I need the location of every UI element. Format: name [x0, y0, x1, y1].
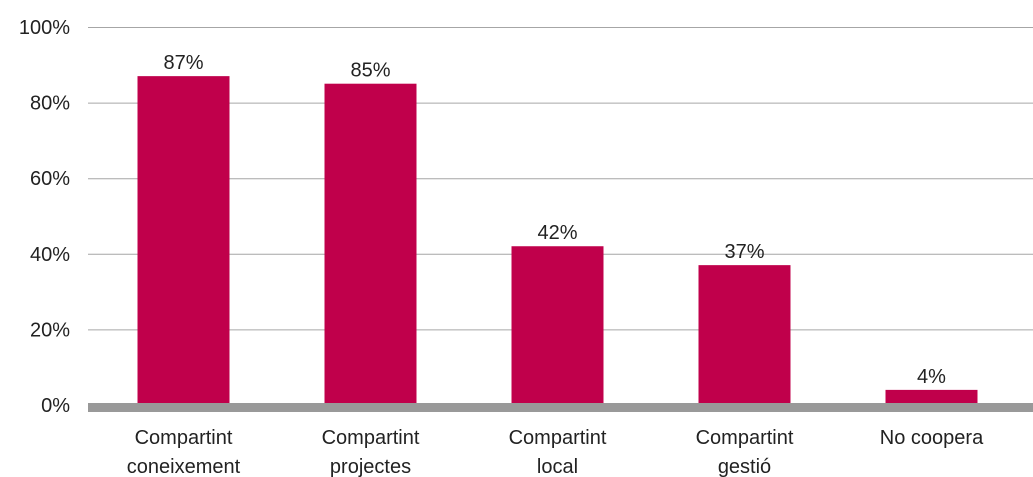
- x-category-label: projectes: [330, 456, 411, 477]
- y-tick-label: 60%: [30, 168, 70, 190]
- bar: [324, 83, 417, 405]
- data-label: 4%: [917, 366, 946, 388]
- bars: [137, 76, 978, 405]
- data-label: 42%: [537, 222, 577, 244]
- y-tick-label: 80%: [30, 93, 70, 115]
- y-tick-label: 40%: [30, 244, 70, 266]
- bar: [698, 265, 791, 405]
- data-label: 87%: [163, 52, 203, 74]
- bar: [885, 389, 978, 405]
- data-labels: 87% 85% 42% 37% 4%: [163, 52, 946, 388]
- x-axis-baseline-bar: [88, 403, 1033, 412]
- bar: [511, 246, 604, 405]
- bar: [137, 76, 230, 405]
- y-tick-label: 0%: [41, 395, 70, 417]
- data-label: 37%: [724, 241, 764, 263]
- x-category-label: Compartint: [509, 427, 607, 449]
- y-axis-ticks: 0% 20% 40% 60% 80% 100%: [19, 17, 70, 417]
- data-label: 85%: [350, 60, 390, 82]
- x-axis-baseline: [88, 403, 1033, 412]
- x-category-label: No coopera: [880, 427, 984, 449]
- x-category-label: Compartint: [322, 427, 420, 449]
- x-category-label: local: [537, 456, 578, 477]
- gridlines: [88, 27, 1033, 331]
- y-tick-label: 20%: [30, 319, 70, 341]
- x-category-label: Compartint: [696, 427, 794, 449]
- y-tick-label: 100%: [19, 17, 70, 39]
- x-axis-categories: Compartint coneixement Compartint projectes…: [127, 427, 984, 477]
- x-category-label: Compartint: [135, 427, 233, 449]
- x-category-label: gestió: [718, 456, 771, 477]
- x-category-label: coneixement: [127, 456, 241, 477]
